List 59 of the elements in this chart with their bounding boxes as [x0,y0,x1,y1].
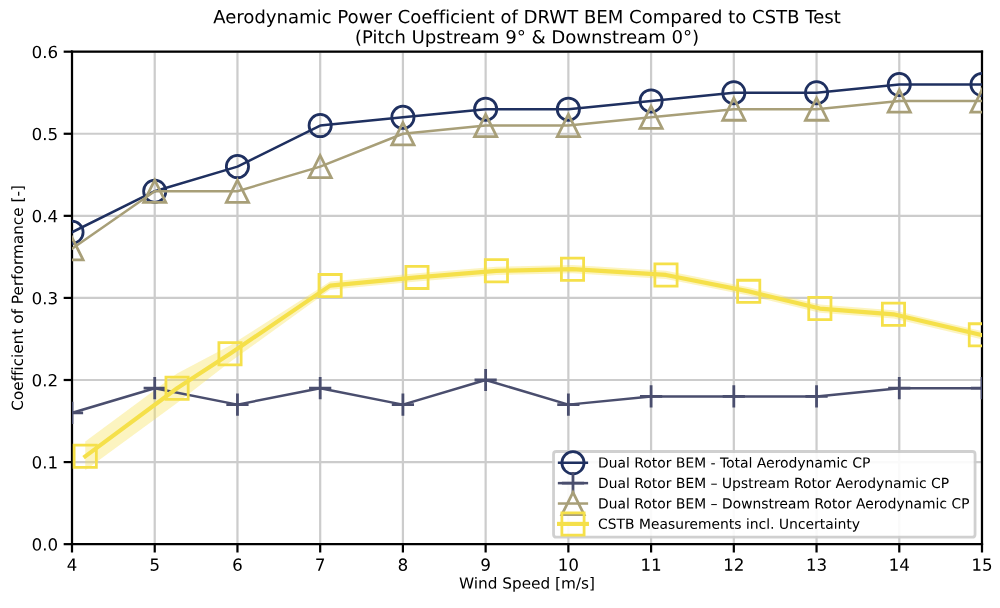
point [721,383,747,409]
point [555,392,581,418]
x-tick-label: 12 [725,558,743,571]
point [307,154,333,180]
point [560,256,585,282]
point [217,341,243,367]
point [390,121,416,147]
x-tick-label: 4 [67,558,77,571]
point [555,96,581,122]
point [653,262,679,288]
point [404,264,430,290]
x-tick-label: 6 [233,558,242,571]
x-tick-label: 15 [973,558,992,571]
y-tick-label: 0.1 [32,456,57,469]
y-tick-label: 0.4 [32,209,58,223]
point [880,301,906,327]
point [483,258,509,284]
point [638,383,664,409]
x-tick-label: 5 [150,558,159,571]
chart-title: Aerodynamic Power Coefficient of DRWT BEM Compared to CSTB Test (Pitch Upstream 9° & Downstream 0°) [213,9,841,48]
point [307,113,333,139]
x-tick-label: 13 [807,558,826,571]
y-tick-label: 0.3 [32,291,57,305]
x-tick-label: 10 [559,558,578,571]
point [164,375,190,401]
point [473,113,499,139]
point [736,278,762,304]
x-tick-label: 9 [481,558,490,571]
point [886,88,912,114]
point [72,443,98,469]
point [224,154,250,180]
point [804,383,830,409]
point [473,367,499,393]
x-tick-label: 14 [890,558,909,571]
point [721,80,747,106]
x-tick-label: 8 [398,558,408,571]
point [307,375,333,401]
x-tick-label: 7 [316,558,325,571]
point [555,113,581,139]
y-tick-label: 0.0 [32,538,58,551]
y-tick-label: 0.6 [32,45,58,59]
point [142,375,168,401]
point [638,88,664,114]
point [804,96,830,122]
point [473,96,499,122]
point [224,178,250,204]
point [886,72,912,98]
x-tick-label: 11 [642,558,661,571]
point [317,273,343,299]
point [886,375,912,401]
point [804,80,830,106]
point [390,104,416,130]
point [807,296,833,322]
point [721,96,747,122]
y-tick-label: 0.2 [32,373,57,387]
point [390,392,416,418]
point [638,104,664,130]
point [224,392,250,418]
y-tick-label: 0.5 [32,127,57,141]
